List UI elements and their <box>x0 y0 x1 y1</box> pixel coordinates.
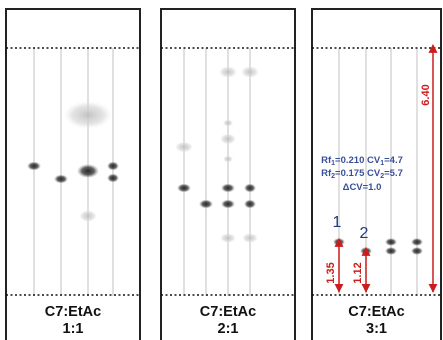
tlc-spot-faint <box>79 210 97 222</box>
plate-1-frame <box>5 8 141 340</box>
tlc-spot-dark <box>177 183 191 193</box>
tlc-spot-faint <box>219 66 237 78</box>
tlc-spot-faint <box>64 101 112 129</box>
plate-2-lanes <box>183 48 251 296</box>
tlc-spot-dark <box>244 199 256 209</box>
tlc-spot-dark <box>221 199 235 209</box>
plate-3: 6.40 1.35 1.12 1 2 Rf1=0.210 CV1=4.7 Rf2… <box>311 8 442 340</box>
tlc-spot-dark <box>385 238 397 246</box>
rf-cv-line-1: Rf1=0.210 CV1=4.7 <box>321 155 403 167</box>
plate-1-ratio-label: 1:1 <box>62 321 84 337</box>
measure-label-spot1: 1.35 <box>325 262 337 283</box>
tlc-spot-faint <box>223 119 233 127</box>
tlc-spot-dark <box>221 183 235 193</box>
plate-3-solvent-label: C7:EtAc <box>348 304 405 320</box>
tlc-spot-dark <box>107 173 119 183</box>
plate-2-ratio-label: 2:1 <box>217 321 239 337</box>
tlc-spot-faint <box>242 233 258 243</box>
tlc-spot-dark <box>199 199 213 209</box>
plate-3-frame <box>311 8 442 340</box>
tlc-spot-dark <box>54 174 68 184</box>
plate-3-ratio-label: 3:1 <box>366 321 387 337</box>
tlc-spot-faint <box>223 155 233 163</box>
plate-2-spots <box>175 66 259 243</box>
delta-cv-line: ΔCV=1.0 <box>343 182 382 193</box>
tlc-spot-faint <box>220 233 236 243</box>
measure-label-spot2: 1.12 <box>352 262 364 283</box>
tlc-spot-dark <box>77 164 99 178</box>
tlc-spot-dark <box>333 238 345 246</box>
plate-1 <box>5 8 141 340</box>
spot-marker-2: 2 <box>360 225 369 242</box>
rf-cv-note: Rf1=0.210 CV1=4.7 Rf2=0.175 CV2=5.7 ΔCV=… <box>321 155 403 193</box>
spot-marker-1: 1 <box>333 214 342 231</box>
tlc-spot-dark <box>107 161 119 171</box>
plate-1-spots <box>27 101 119 222</box>
tlc-spot-dark <box>27 161 41 171</box>
tlc-spot-dark <box>411 238 423 246</box>
rf-cv-line-2: Rf2=0.175 CV2=5.7 <box>321 168 403 180</box>
tlc-spot-dark <box>360 247 372 255</box>
measure-label-total: 6.40 <box>420 84 432 105</box>
tlc-spot-dark <box>244 183 256 193</box>
tlc-spot-faint <box>241 66 259 78</box>
tlc-spot-faint <box>220 133 236 145</box>
tlc-spot-dark <box>385 247 397 255</box>
plate-2-solvent-label: C7:EtAc <box>199 304 257 320</box>
tlc-spot-dark <box>411 247 423 255</box>
tlc-spot-faint <box>175 141 193 153</box>
plate-1-solvent-label: C7:EtAc <box>44 304 102 320</box>
plate-2 <box>160 8 296 340</box>
